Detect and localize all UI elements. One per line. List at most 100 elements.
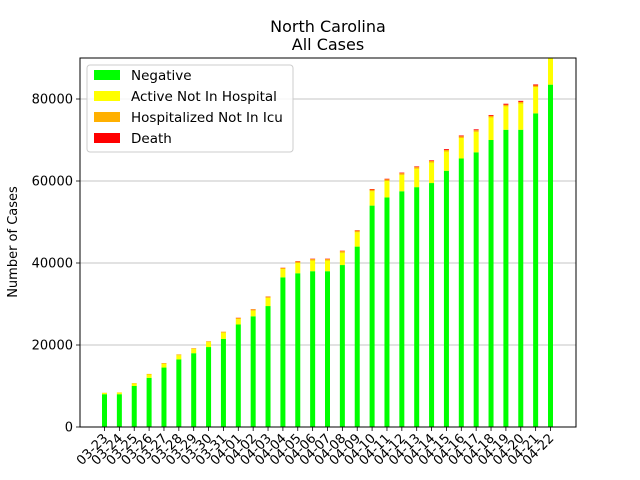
chart-title: North Carolina: [270, 17, 386, 36]
bar-segment: [250, 310, 256, 317]
bar-segment: [518, 129, 524, 427]
bar-segment: [250, 316, 256, 427]
bar-segment: [429, 183, 435, 427]
bar-segment: [488, 115, 494, 118]
bar-segment: [473, 130, 479, 132]
bar-segment: [295, 261, 301, 263]
bar-segment: [533, 87, 539, 114]
y-tick-label: 80000: [32, 93, 73, 108]
bar-segment: [443, 149, 449, 150]
bar-segment: [325, 260, 330, 272]
bar-segment: [325, 271, 330, 427]
bar-segment: [102, 394, 107, 427]
bar-segment: [399, 172, 405, 174]
bar-segment: [503, 104, 509, 107]
bar-segment: [488, 140, 494, 427]
y-axis: 0 20000 40000 60000 80000: [32, 93, 80, 436]
bar-segment: [206, 341, 212, 343]
bar-segment: [250, 309, 256, 311]
bar-segment: [399, 191, 405, 427]
bar-segment: [220, 331, 226, 333]
legend-swatch: [94, 70, 120, 80]
bar-segment: [354, 230, 360, 233]
bar-segment: [176, 355, 182, 360]
bar-segment: [369, 205, 375, 427]
legend-label: Death: [131, 131, 172, 147]
bar-segment: [369, 189, 375, 192]
bar-segment: [310, 271, 316, 427]
bar-segment: [429, 160, 435, 163]
bar-segment: [191, 353, 197, 427]
chart-subtitle: All Cases: [292, 35, 364, 54]
bar-segment: [102, 392, 107, 395]
bar-segment: [414, 167, 420, 169]
bar-segment: [131, 386, 137, 427]
bar-segment: [280, 269, 286, 278]
bar-segment: [310, 260, 316, 272]
plot-frame: [79, 57, 577, 428]
bar-segment: [235, 319, 241, 325]
bar-segment: [220, 332, 226, 339]
bar-segment: [295, 273, 301, 427]
y-tick-label: 40000: [32, 257, 73, 272]
bar-segment: [206, 342, 212, 348]
bar-segment: [533, 113, 539, 427]
bar-segment: [548, 58, 553, 85]
bar-segment: [161, 363, 167, 364]
bars: [102, 58, 553, 428]
bar-segment: [176, 359, 182, 427]
x-axis: 03-2303-2403-2503-2603-2703-2803-2903-30…: [74, 427, 557, 469]
bar-segment: [265, 306, 271, 427]
legend-label: Negative: [131, 68, 192, 84]
legend-swatch: [94, 91, 120, 101]
bar-segment: [116, 392, 122, 395]
bar-segment: [280, 267, 286, 270]
bar-segment: [131, 383, 137, 386]
bar-segment: [503, 103, 509, 105]
bar-segment: [384, 181, 390, 198]
y-tick-label: 0: [65, 421, 73, 436]
bar-segment: [220, 338, 226, 427]
bar-segment: [429, 162, 435, 184]
bar-segment: [488, 117, 494, 140]
bar-segment: [518, 100, 524, 102]
y-axis-label: Number of Cases: [6, 186, 21, 298]
bar-segment: [265, 297, 271, 307]
bar-segment: [310, 259, 316, 261]
bar-segment: [206, 347, 212, 427]
bar-segment: [533, 84, 539, 86]
bar-segment: [146, 373, 152, 375]
bar-segment: [369, 188, 375, 190]
bar-segment: [473, 152, 479, 428]
bar-segment: [280, 277, 286, 427]
bar-segment: [369, 191, 375, 206]
y-tick-label: 20000: [32, 339, 73, 354]
bar-segment: [473, 129, 479, 131]
bar-segment: [161, 367, 167, 427]
bar-segment: [384, 197, 390, 427]
legend-label: Active Not In Hospital: [131, 89, 277, 105]
bar-segment: [399, 174, 405, 192]
bar-segment: [473, 131, 479, 153]
y-tick-label: 60000: [32, 175, 73, 190]
bar-segment: [399, 173, 405, 175]
bar-segment: [518, 101, 524, 104]
bar-segment: [146, 374, 152, 378]
legend-swatch: [94, 112, 120, 122]
bar-segment: [503, 129, 509, 427]
bar-segment: [354, 232, 360, 247]
bar-segment: [414, 168, 420, 188]
bar-segment: [161, 363, 167, 368]
bar-segment: [191, 348, 197, 350]
bar-segment: [458, 158, 464, 427]
bar-segment: [414, 166, 420, 168]
bar-segment: [354, 246, 360, 427]
bar-segment: [488, 114, 494, 116]
bar-segment: [414, 187, 420, 427]
bar-segment: [146, 377, 152, 427]
bar-segment: [503, 106, 509, 130]
bar-segment: [191, 349, 197, 354]
bar-segment: [384, 179, 390, 181]
bar-segment: [339, 252, 345, 266]
